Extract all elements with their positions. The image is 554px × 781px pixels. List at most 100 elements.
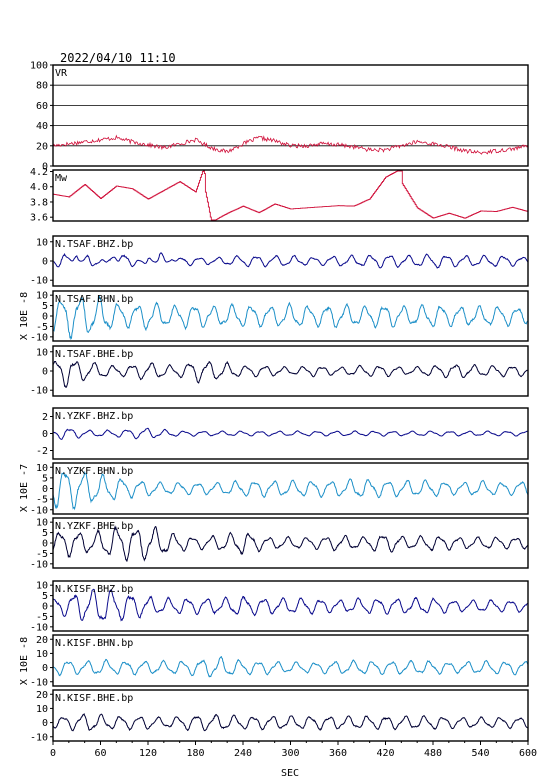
- y-tick-label: 0: [42, 602, 48, 613]
- x-tick-label: 360: [329, 748, 347, 759]
- x-tick-label: 240: [234, 748, 252, 759]
- y-tick-label: -5: [36, 495, 48, 506]
- y-tick-label: 0: [42, 257, 48, 268]
- y-tick-label: 0: [42, 484, 48, 495]
- x-axis: 0 60 120 180 240 300 360 420 480 540 600: [50, 741, 537, 759]
- panel-n-tsaf-bhe-bp: 10 0 -10 N.TSAF.BHE.bp: [30, 345, 529, 397]
- panel-frame: [52, 517, 529, 569]
- y-tick-label: 10: [36, 291, 48, 302]
- x-tick-label: 600: [519, 748, 537, 759]
- x-tick-label: 420: [376, 748, 394, 759]
- y-tick-label: -10: [30, 332, 48, 343]
- y-tick-label: 40: [36, 121, 48, 132]
- y-tick-label: -10: [30, 276, 48, 287]
- y-tick-label: -10: [30, 505, 48, 516]
- x-tick-label: 540: [471, 748, 489, 759]
- y-tick-label: -10: [30, 622, 48, 633]
- group-y-label: X 10E -8: [19, 292, 30, 340]
- y-tick-label: 10: [36, 463, 48, 474]
- y-tick-label: -10: [30, 732, 48, 743]
- panel-label: N.YZKF.BHE.bp: [55, 521, 133, 532]
- series-line-mw: [53, 170, 529, 221]
- y-tick-label: -10: [30, 386, 48, 397]
- y-tick-label: 80: [36, 81, 48, 92]
- x-tick-label: 120: [139, 748, 157, 759]
- y-tick-label: 2: [42, 412, 48, 423]
- panel-label: N.KISF.BHN.bp: [55, 638, 133, 649]
- panel-label: N.YZKF.BHN.bp: [55, 466, 133, 477]
- series-line: [53, 427, 528, 440]
- y-tick-label: 5: [42, 473, 48, 484]
- panel-frame: [52, 235, 529, 287]
- y-tick-label: -10: [30, 677, 48, 688]
- figure-title: 2022/04/10 11:10: [60, 51, 176, 65]
- y-tick-label: 0: [42, 429, 48, 440]
- panel-frame: [52, 634, 529, 687]
- y-tick-label: 5: [42, 301, 48, 312]
- y-tick-label: -5: [36, 612, 48, 623]
- y-tick-label: 0: [42, 312, 48, 323]
- panel-frame: [52, 64, 529, 167]
- x-tick-label: 180: [186, 748, 204, 759]
- series-line: [53, 252, 528, 269]
- series-line: [53, 588, 528, 622]
- series-line: [53, 134, 528, 155]
- panel-label: N.TSAF.BHN.bp: [55, 294, 133, 305]
- panel-frame: [52, 462, 529, 515]
- y-tick-label: -5: [36, 322, 48, 333]
- panel-label: N.TSAF.BHE.bp: [55, 349, 133, 360]
- group-y-label: X 10E -7: [19, 464, 30, 512]
- y-tick-label: 0: [42, 663, 48, 674]
- y-tick-label: 20: [36, 635, 48, 646]
- y-tick-label: -2: [36, 446, 48, 457]
- panel-label: N.YZKF.BHZ.bp: [55, 411, 133, 422]
- panel-n-kisf-bhe-bp: 20 10 0 -10 N.KISF.BHE.bp: [30, 689, 529, 743]
- y-tick-label: 10: [36, 237, 48, 248]
- panel-n-kisf-bhn-bp: 20 10 0 -10 N.KISF.BHN.bp: [30, 634, 529, 688]
- y-tick-label: 0: [42, 367, 48, 378]
- panel-label: N.KISF.BHE.bp: [55, 693, 133, 704]
- y-tick-label: 5: [42, 591, 48, 602]
- panel-frame: [52, 290, 529, 342]
- y-tick-label: 5: [42, 528, 48, 539]
- panel-frame: [52, 345, 529, 397]
- panel-frame: [52, 169, 529, 222]
- series-line: [53, 525, 528, 562]
- y-tick-label: 0: [42, 162, 48, 173]
- y-tick-label: 10: [36, 704, 48, 715]
- series-line: [53, 470, 528, 511]
- x-axis-label: SEC: [281, 768, 299, 779]
- panel-frame: [52, 407, 529, 460]
- group-y-labels: X 10E -8 X 10E -7 X 10E -8: [19, 292, 30, 685]
- panels: 100806040200VR4.24.03.83.6Mw100-10N.TSAF…: [30, 61, 529, 743]
- y-tick-label: 10: [36, 347, 48, 358]
- y-tick-label: 10: [36, 649, 48, 660]
- y-tick-label: -5: [36, 549, 48, 560]
- y-tick-label: 10: [36, 581, 48, 592]
- panel-frame: [52, 580, 529, 632]
- panel-label: N.TSAF.BHZ.bp: [55, 239, 133, 250]
- y-tick-label: 60: [36, 101, 48, 112]
- y-tick-label: -10: [30, 559, 48, 570]
- y-tick-label: 0: [42, 718, 48, 729]
- x-tick-label: 300: [281, 748, 299, 759]
- x-tick-label: 0: [50, 748, 56, 759]
- x-tick-label: 480: [424, 748, 442, 759]
- panel-label: VR: [55, 68, 68, 79]
- series-line: [53, 294, 528, 340]
- series-line: [53, 712, 528, 732]
- y-tick-label: 0: [42, 539, 48, 550]
- panel-n-yzkf-bhz-bp: 2 0 -2 N.YZKF.BHZ.bp: [36, 407, 529, 460]
- y-tick-label: 20: [36, 141, 48, 152]
- series-line: [53, 655, 528, 678]
- y-tick-label: 20: [36, 690, 48, 701]
- y-tick-label: 10: [36, 518, 48, 529]
- y-tick-label: 100: [30, 61, 48, 72]
- series-line: [53, 360, 528, 388]
- y-tick-label: 4.0: [30, 182, 48, 193]
